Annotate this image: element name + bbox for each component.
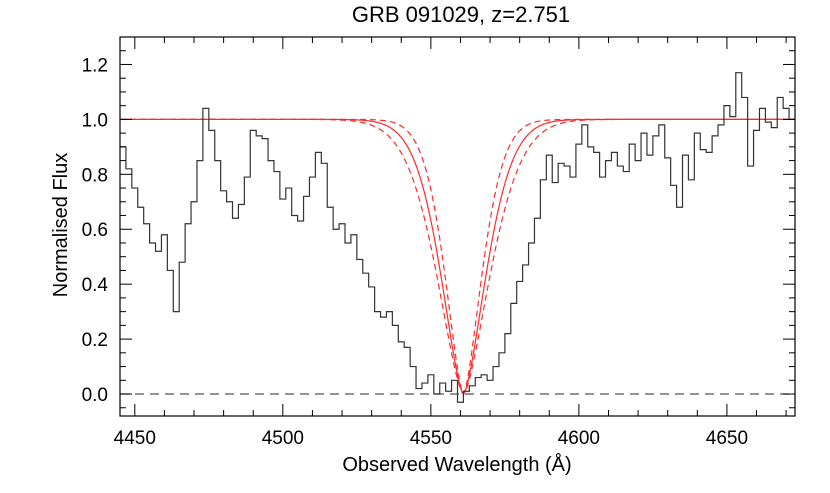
x-tick-label: 4550	[410, 428, 452, 449]
spectrum-series	[120, 72, 795, 403]
y-axis-label: Normalised Flux	[50, 153, 72, 297]
y-tick-label: 1.2	[82, 55, 108, 76]
y-tick-label: 1.0	[82, 110, 108, 131]
plot-frame	[119, 36, 796, 417]
chart-title: GRB 091029, z=2.751	[352, 2, 570, 27]
x-tick-label: 4500	[262, 428, 304, 449]
model-fit-bound-curve-2	[120, 118, 795, 395]
y-tick-label: 0.2	[82, 330, 108, 351]
spectrum-step-line	[120, 72, 795, 403]
x-tick-label: 4600	[558, 428, 600, 449]
y-tick-label: 0.8	[82, 165, 108, 186]
x-axis-label: Observed Wavelength (Å)	[342, 453, 571, 476]
model-curves	[120, 118, 795, 396]
x-axis-ticks: 4450 4500 4550 4600 4650	[114, 37, 787, 449]
x-tick-label: 4650	[706, 428, 748, 449]
y-tick-label: 0.4	[82, 275, 109, 296]
y-axis-ticks: 0.0 0.2 0.4 0.6 0.8 1.0 1.2	[82, 36, 795, 409]
y-tick-label: 0.6	[82, 220, 108, 241]
x-tick-label: 4450	[114, 428, 156, 449]
y-tick-label: 0.0	[82, 385, 108, 406]
axes	[119, 36, 796, 417]
